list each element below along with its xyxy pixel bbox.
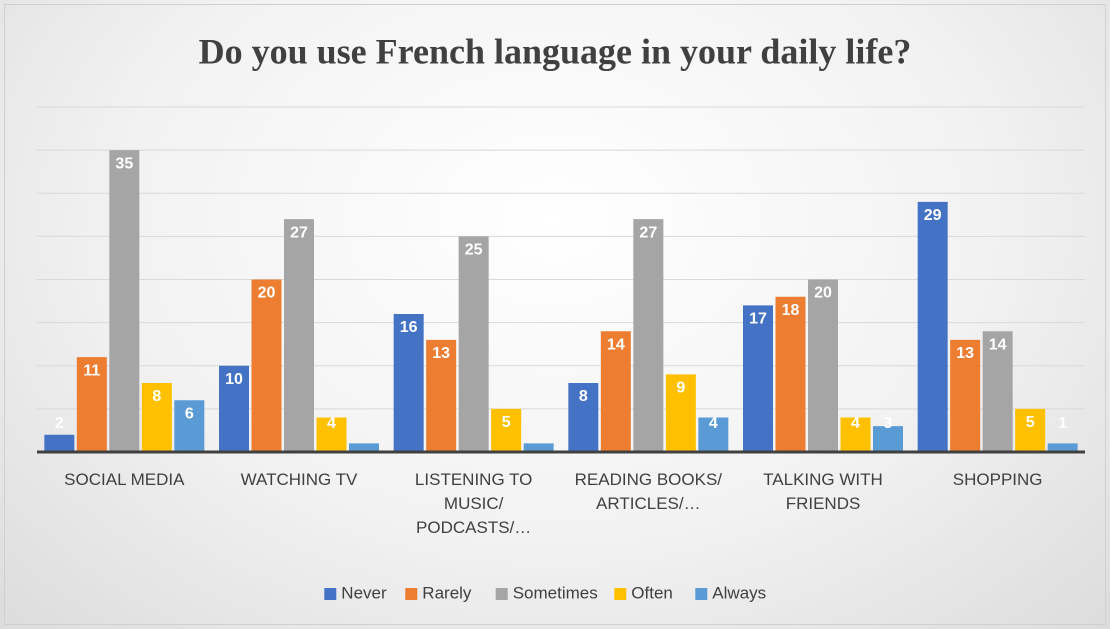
data-label: 5: [1026, 414, 1035, 431]
bar: [44, 434, 75, 452]
legend-swatch: [614, 588, 627, 600]
x-tick-label: READING BOOKS/ ARTICLES/…: [574, 470, 723, 513]
data-label: 14: [989, 336, 1007, 353]
data-label: 6: [185, 405, 194, 422]
bar: [743, 305, 773, 452]
bar: [284, 219, 314, 452]
legend-label: Always: [712, 583, 766, 602]
bar: [1047, 443, 1078, 452]
legend-swatch: [495, 588, 508, 600]
bar: [76, 357, 107, 452]
chart-title: Do you use French language in your daily…: [199, 31, 912, 71]
data-label: 8: [579, 388, 588, 405]
data-label: 11: [83, 362, 100, 379]
bar: [251, 279, 282, 452]
bar: [917, 201, 948, 452]
bar: [523, 443, 554, 452]
bar: [1015, 408, 1046, 452]
data-label: 20: [814, 285, 832, 302]
bar: [840, 417, 871, 452]
data-label: 4: [709, 415, 718, 432]
data-label: 10: [225, 371, 243, 388]
x-tick-label: SHOPPING: [952, 470, 1043, 489]
data-label: 18: [782, 302, 800, 319]
bar: [219, 365, 249, 452]
data-label: 25: [465, 242, 483, 259]
bar: [873, 426, 903, 452]
bar: [950, 339, 981, 452]
data-label: 4: [327, 415, 336, 432]
bar: [775, 296, 806, 452]
data-label: 1: [1058, 415, 1067, 432]
data-label: 14: [607, 336, 625, 353]
bar: [141, 383, 172, 452]
bar: [393, 314, 424, 452]
x-tick-label: WATCHING TV: [240, 470, 358, 489]
data-label: 20: [258, 285, 276, 302]
bar: [458, 236, 489, 452]
data-label: 35: [115, 155, 133, 172]
data-label: 3: [884, 415, 893, 432]
bar: [109, 150, 140, 452]
x-tick-label: TALKING WITH FRIENDS: [763, 470, 883, 513]
data-label: 13: [956, 345, 974, 362]
bar: [349, 443, 379, 452]
bar: [316, 417, 347, 452]
data-label: 5: [502, 414, 511, 431]
legend-swatch: [405, 588, 418, 600]
data-label: 4: [851, 415, 860, 432]
data-label: 13: [432, 345, 450, 362]
data-label: 2: [55, 415, 64, 432]
bar: [568, 383, 599, 452]
bar: [174, 400, 205, 452]
bar: [633, 219, 664, 452]
bar: [698, 417, 729, 452]
data-label: 17: [749, 311, 767, 328]
legend-swatch: [695, 588, 708, 600]
bar: [600, 331, 631, 452]
data-label: 27: [639, 224, 657, 241]
frame: [4, 4, 1106, 625]
bar: [808, 279, 838, 452]
x-tick-label: SOCIAL MEDIA: [64, 470, 185, 489]
bar: [426, 339, 457, 452]
legend-label: Never: [341, 583, 387, 602]
data-label: 27: [290, 224, 308, 241]
bar: [665, 374, 696, 452]
x-tick-label: LISTENING TO MUSIC/ PODCASTS/…: [414, 470, 533, 537]
data-label: 16: [400, 319, 418, 336]
legend-label: Often: [631, 583, 673, 602]
bar: [491, 408, 522, 452]
legend-swatch: [324, 588, 337, 600]
legend-label: Rarely: [422, 583, 472, 602]
data-label: 29: [924, 207, 942, 224]
data-label: 9: [676, 380, 685, 397]
legend-label: Sometimes: [513, 583, 598, 602]
bar: [982, 331, 1013, 452]
data-label: 8: [152, 388, 161, 405]
